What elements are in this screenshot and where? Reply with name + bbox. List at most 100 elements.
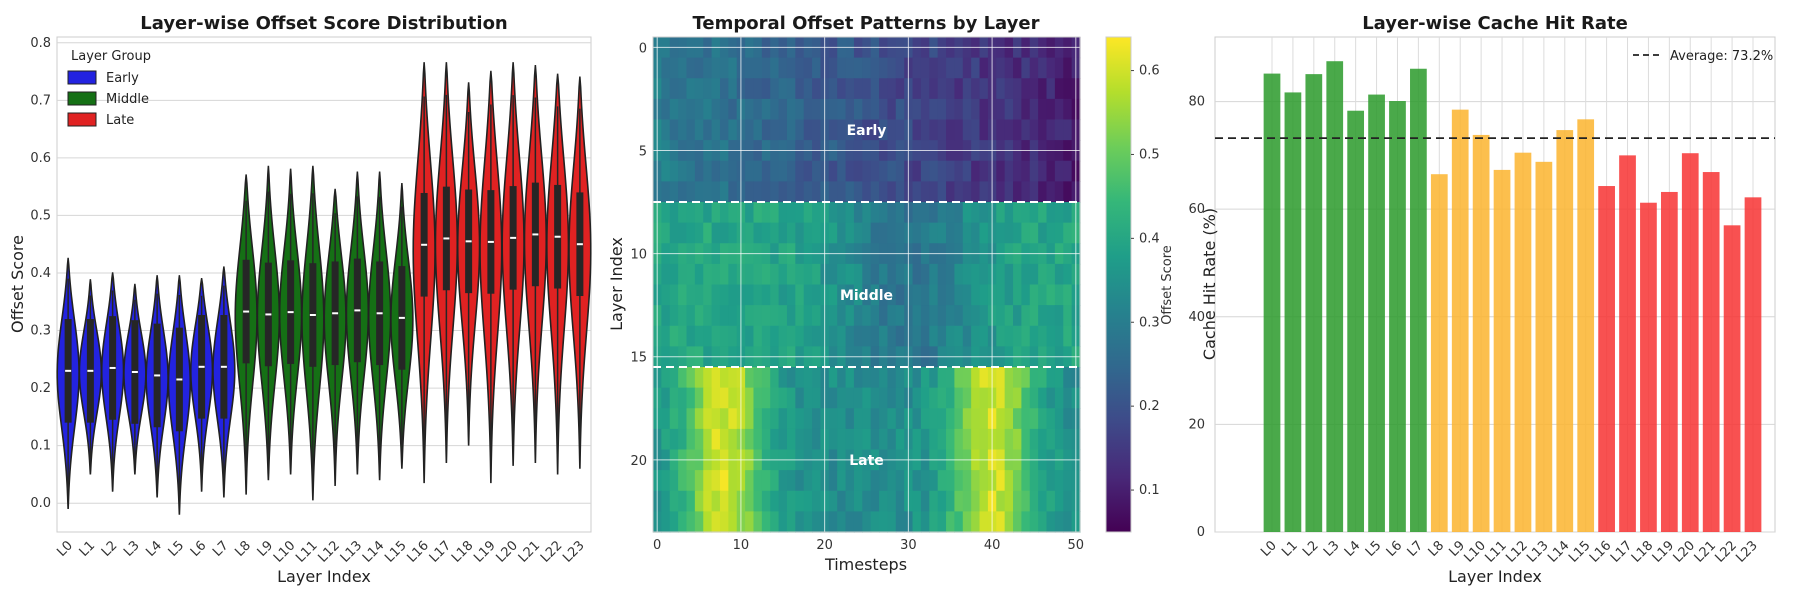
bar-L13 — [1535, 161, 1553, 532]
heatmap-cell — [887, 284, 897, 306]
heatmap-cell — [979, 119, 989, 141]
heatmap-cell — [954, 78, 964, 100]
heatmap-cell — [853, 263, 863, 286]
heatmap-cell — [929, 181, 939, 203]
heatmap-cell — [962, 222, 972, 244]
heatmap-cell — [870, 202, 880, 224]
heatmap-cell — [853, 305, 863, 327]
heatmap-cell — [761, 98, 771, 121]
heatmap-cell — [862, 119, 872, 141]
heatmap-cell — [770, 181, 780, 203]
heatmap-cell — [862, 387, 872, 409]
heatmap-cell — [870, 387, 880, 409]
heatmap-cell — [1004, 325, 1014, 347]
heatmap-cell — [1004, 470, 1014, 492]
heatmap-cell — [1021, 490, 1031, 512]
y-tick-label: 80 — [1188, 95, 1205, 110]
heatmap-cell — [971, 305, 981, 327]
heatmap-cell — [761, 428, 771, 451]
heatmap-cell — [761, 57, 771, 79]
heatmap-cell — [870, 98, 880, 121]
heatmap-cell — [971, 490, 981, 512]
heatmap-cell — [1038, 78, 1048, 100]
heatmap-cell — [937, 160, 947, 182]
heatmap-cell — [971, 98, 981, 121]
x-tick-label: L0 — [1258, 538, 1280, 560]
heatmap-cell — [778, 408, 788, 430]
heatmap-cell — [1063, 367, 1073, 389]
heatmap-cell — [728, 263, 738, 286]
heatmap-ylabel: Layer Index — [607, 237, 626, 331]
heatmap-cell — [761, 387, 771, 409]
heatmap-cell — [853, 78, 863, 100]
heatmap-cell — [954, 387, 964, 409]
heatmap-cell — [1021, 57, 1031, 79]
heatmap-cell — [1063, 222, 1073, 244]
heatmap-cell — [803, 325, 813, 347]
heatmap-cell — [694, 222, 704, 244]
heatmap-cell — [728, 408, 738, 430]
heatmap-cell — [929, 78, 939, 100]
heatmap-cell — [728, 284, 738, 306]
heatmap-cell — [870, 325, 880, 347]
heatmap-cell — [1038, 202, 1048, 224]
x-tick-label: L6 — [1384, 538, 1406, 560]
heatmap-x-ticks: 0 10 20 30 40 50 — [653, 538, 1084, 553]
heatmap-cell — [770, 408, 780, 430]
x-tick-label: 40 — [984, 538, 1001, 553]
heatmap-cell — [837, 325, 847, 347]
heatmap-cell — [837, 490, 847, 512]
heatmap-cell — [1021, 181, 1031, 203]
heatmap-cell — [853, 57, 863, 79]
heatmap-cell — [937, 367, 947, 389]
heatmap-cell — [803, 284, 813, 306]
heatmap-cell — [669, 181, 679, 203]
heatmap-cell — [1021, 222, 1031, 244]
heatmap-annotations: Early Middle Late — [840, 123, 893, 469]
heatmap-cell — [937, 119, 947, 141]
heatmap-cell — [887, 470, 897, 492]
heatmap-cell — [753, 222, 763, 244]
heatmap-cell — [979, 284, 989, 306]
heatmap-cell — [862, 428, 872, 451]
heatmap-cell — [686, 160, 696, 182]
heatmap-cell — [954, 284, 964, 306]
heatmap-cell — [887, 511, 897, 533]
heatmap-cell — [812, 490, 822, 512]
heatmap-cell — [1029, 78, 1039, 100]
heatmap-cell — [895, 181, 905, 203]
heatmap-cell — [979, 490, 989, 512]
heatmap-cell — [753, 387, 763, 409]
heatmap-cell — [946, 78, 956, 100]
heatmap-cell — [979, 428, 989, 451]
heatmap-cell — [870, 181, 880, 203]
heatmap-cell — [803, 160, 813, 182]
heatmap-cell — [971, 325, 981, 347]
x-tick-label: L6 — [188, 538, 210, 560]
heatmap-cell — [761, 305, 771, 327]
heatmap-cell — [678, 57, 688, 79]
heatmap-y-ticks: 0 5 10 15 20 — [630, 41, 647, 469]
heatmap-cell — [996, 263, 1006, 286]
heatmap-cell — [728, 78, 738, 100]
heatmap-cell — [786, 325, 796, 347]
heatmap-cell — [745, 284, 755, 306]
heatmap-cell — [979, 511, 989, 533]
x-tick-label: L14 — [360, 538, 387, 565]
heatmap-cell — [862, 181, 872, 203]
heatmap-cell — [979, 470, 989, 492]
heatmap-cell — [845, 408, 855, 430]
heatmap-cell — [853, 470, 863, 492]
violin-grid — [57, 42, 591, 504]
heatmap-cell — [1063, 490, 1073, 512]
heatmap-cell — [803, 490, 813, 512]
heatmap-cell — [694, 284, 704, 306]
heatmap-cell — [996, 202, 1006, 224]
heatmap-cell — [1029, 325, 1039, 347]
heatmap-cell — [845, 428, 855, 451]
heatmap-cell — [954, 470, 964, 492]
heatmap-cell — [1038, 98, 1048, 121]
heatmap-cell — [1013, 284, 1022, 306]
heatmap-cell — [954, 222, 964, 244]
heatmap-cell — [895, 387, 905, 409]
